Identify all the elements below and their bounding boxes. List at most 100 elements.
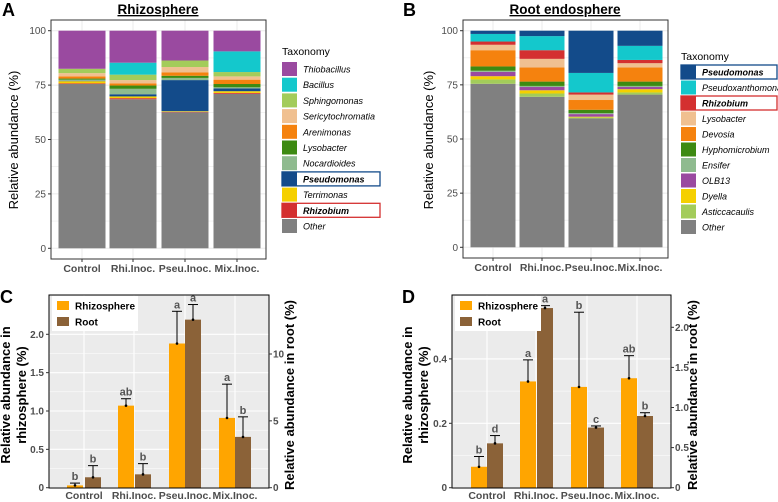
legend-item-devosia: Devosia: [681, 127, 735, 141]
bar-segment-dyella: [617, 89, 663, 93]
bar-segment-pseudomonas: [109, 94, 157, 97]
y-right-tick-label: 5: [273, 416, 279, 427]
y-right-tick-label: 10: [273, 350, 285, 361]
x-tick-label: Rhi.Inoc.: [112, 490, 156, 502]
legend: Rhizosphere Root: [455, 296, 541, 331]
legend-label: Lysobacter: [303, 143, 348, 153]
x-tick-label: Control: [63, 263, 100, 275]
y-tick-label: 0.4: [433, 354, 447, 365]
legend-label: Rhizobium: [702, 99, 748, 109]
panel-label: B: [403, 0, 416, 20]
bar-segment-olb13: [519, 87, 565, 91]
bar-rhizosphere: [118, 405, 134, 488]
legend-swatch: [460, 317, 472, 326]
bar-segment-other: [519, 96, 565, 248]
bar-segment-rhizobium: [470, 41, 516, 45]
bar-rhizosphere: [571, 386, 587, 488]
bar-segment-hyphomicrobium: [519, 81, 565, 86]
legend-swatch: [681, 96, 696, 110]
legend-highlight-box: [281, 202, 381, 218]
mean-point: [124, 404, 128, 407]
bar-segment-other: [617, 94, 663, 248]
y-tick-label: 1.0: [30, 407, 44, 418]
bar-rhizosphere: [471, 466, 487, 488]
x-tick-label: Control: [468, 490, 505, 502]
y-tick-label: 0.2: [433, 419, 447, 430]
significance-letter: ab: [623, 344, 636, 356]
bar-segment-pseudomonas: [213, 88, 261, 92]
bar-segment-lysobacter: [213, 84, 261, 88]
bar-root: [85, 477, 101, 488]
significance-letter: c: [593, 414, 599, 426]
bar-segment-pseudoxanthomonas: [470, 33, 516, 42]
x-tick-label: Mix.Inoc.: [213, 490, 258, 502]
legend-label: Other: [702, 223, 726, 233]
legend-label: Sericytochromatia: [303, 112, 375, 122]
bar-segment-terrimonas: [109, 96, 157, 99]
mean-point: [643, 414, 647, 418]
legend-swatch: [282, 140, 297, 155]
bar-segment-rhizobium: [568, 92, 614, 95]
bar-segment-dyella: [470, 76, 516, 80]
legend-swatch: [681, 204, 696, 219]
significance-letter: b: [576, 300, 583, 312]
significance-letter: a: [542, 294, 549, 306]
bar-segment-pseudomonas: [161, 80, 209, 112]
bar-segment-arenimonas: [109, 83, 157, 86]
panel-b: B Root endosphere Control Rhi.Inoc. Pseu.Ino…: [403, 0, 778, 274]
bar-segment-pseudomonas: [617, 30, 663, 46]
bar-segment-olb13: [470, 71, 516, 77]
mean-point: [91, 475, 95, 479]
bar-segment-nocardioides: [109, 88, 157, 95]
bar-segment-ensifer: [519, 85, 565, 88]
legend-item-lysobacter: Lysobacter: [282, 140, 348, 155]
legend-item-nocardioides: Nocardioides: [282, 156, 356, 171]
panel-label: D: [402, 287, 415, 307]
bar-root: [637, 416, 653, 488]
bar-segment-thiobacillus: [161, 30, 209, 61]
legend-item-sphingomonas: Sphingomonas: [282, 93, 364, 108]
y-right-tick-label: 0.5: [675, 443, 689, 454]
bar-segment-lysobacter: [568, 94, 614, 101]
panel-label: C: [0, 287, 13, 307]
legend: Rhizosphere Root: [52, 296, 138, 331]
x-tick-label: Control: [474, 262, 511, 274]
legend-label: Pseudomonas: [303, 174, 365, 184]
legend-swatch: [681, 142, 696, 157]
significance-letter: a: [174, 299, 181, 311]
legend-item-rhizobium: Rhizobium: [281, 202, 381, 218]
legend-label: Nocardioides: [303, 159, 356, 169]
mean-point: [526, 380, 530, 383]
y-tick-label: 0: [452, 243, 458, 254]
y-right-tick-label: 0: [273, 483, 279, 494]
legend-highlight-box: [680, 95, 778, 111]
legend-highlight-box: [281, 171, 381, 187]
y-tick-label: 1.5: [30, 368, 44, 379]
bar-segment-pseudoxanthomonas: [568, 72, 614, 93]
legend-swatch: [460, 301, 472, 310]
bar-segment-sericytochromatia: [109, 80, 157, 84]
legend-label: Dyella: [702, 192, 727, 202]
y-tick-label: 50: [447, 135, 459, 146]
legend-item-asticcacaulis: Asticcacaulis: [681, 204, 755, 219]
bar-segment-pseudomonas: [519, 30, 565, 37]
legend-swatch: [681, 80, 696, 95]
bar-segment-hyphomicrobium: [470, 66, 516, 71]
bar-segment-lysobacter: [519, 58, 565, 68]
y-right-axis-label: Relative abundance in root (%): [282, 300, 297, 490]
chart-title: Root endosphere: [509, 2, 620, 17]
bar-segment-pseudoxanthomonas: [519, 36, 565, 51]
legend-swatch: [681, 65, 696, 79]
y-tick-label: 2.0: [30, 330, 44, 341]
bar-segment-nocardioides: [58, 79, 106, 81]
mean-point: [477, 465, 481, 469]
significance-letter: b: [476, 444, 483, 456]
legend-label: Pseudomonas: [702, 68, 764, 78]
bar-segment-sphingomonas: [58, 68, 106, 74]
bar-rhizosphere: [621, 378, 637, 488]
bar-segment-rhizobium: [519, 50, 565, 59]
y-tick-label: 100: [441, 26, 458, 37]
legend-item-sericytochromatia: Sericytochromatia: [282, 109, 375, 124]
bar-segment-bacillus: [213, 51, 261, 73]
bar-segment-ensifer: [568, 113, 614, 115]
